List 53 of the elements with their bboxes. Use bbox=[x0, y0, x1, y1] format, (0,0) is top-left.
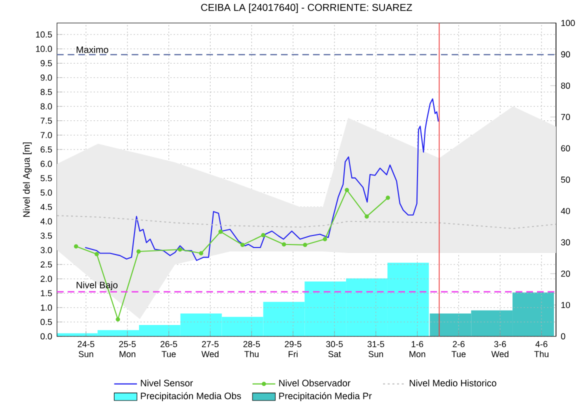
x-tick-label: 31-5 Sun bbox=[368, 341, 384, 358]
y-tick-label: 0.5 bbox=[40, 318, 52, 326]
x-tick-label: 1-6 Mon bbox=[410, 341, 426, 358]
legend-label: Precipitación Media Obs bbox=[140, 392, 241, 402]
legend-label: Nivel Sensor bbox=[140, 380, 193, 386]
y-tick-label: 2.5 bbox=[40, 261, 52, 268]
y-tick-label: 5.0 bbox=[40, 190, 52, 196]
x-tick-label: 3-6 Wed bbox=[491, 341, 508, 358]
y-tick-label: 0.0 bbox=[40, 333, 52, 340]
y-tick-label: 6.0 bbox=[40, 160, 52, 167]
legend-label: Nivel Medio Historico bbox=[410, 380, 496, 386]
x-tick-label: 27-5 Wed bbox=[201, 341, 219, 358]
y-tick-label: 2.0 bbox=[40, 276, 52, 282]
y-tick-label: 4.5 bbox=[40, 204, 52, 210]
y-tick-label: 9.5 bbox=[40, 60, 52, 66]
y-tick-label: 3.5 bbox=[40, 232, 52, 239]
x-tick-label: 4-6 Thu bbox=[534, 341, 548, 358]
y-tick-label: 7.0 bbox=[40, 132, 52, 138]
y2-tick-label: 90 bbox=[561, 51, 570, 58]
x-tick-label: 24-5 Sun bbox=[78, 341, 94, 358]
x-tick-label: 30-5 Sat bbox=[326, 341, 343, 358]
y-tick-label: 9.0 bbox=[40, 74, 52, 81]
y2-tick-label: 70 bbox=[561, 114, 570, 120]
y2-tick-label: 80 bbox=[561, 82, 570, 89]
y-axis-title: Nivel del Agua [m] bbox=[22, 142, 32, 217]
chart-title: CEIBA LA [24017640] - CORRIENTE: SUAREZ bbox=[201, 4, 412, 13]
y-tick-label: 1.5 bbox=[40, 290, 52, 296]
y2-tick-label: 40 bbox=[560, 208, 570, 214]
y2-tick-label: 30 bbox=[561, 239, 570, 246]
x-tick-label: 28-5 Thu bbox=[243, 341, 260, 358]
y2-tick-label: 100 bbox=[561, 20, 575, 26]
legend-label: Nivel Observador bbox=[279, 380, 350, 386]
x-tick-label: 2-6 Tue bbox=[452, 341, 466, 358]
y-tick-label: 8.0 bbox=[40, 103, 52, 110]
y2-tick-label: 50 bbox=[561, 176, 570, 183]
y-tick-label: 1.0 bbox=[40, 304, 52, 311]
y2-tick-label: 20 bbox=[561, 270, 570, 277]
ref-line-label: Maximo bbox=[76, 46, 108, 54]
y-tick-label: 10.0 bbox=[36, 46, 52, 52]
y-tick-label: 4.0 bbox=[40, 218, 52, 224]
y-tick-label: 8.5 bbox=[40, 88, 52, 96]
x-tick-label: 29-5 Fri bbox=[284, 341, 302, 358]
legend-label: Precipitación Media Pr bbox=[279, 392, 372, 402]
x-tick-label: 25-5 Mon bbox=[119, 341, 136, 358]
y2-tick-label: 0 bbox=[561, 333, 566, 340]
y-tick-label: 7.5 bbox=[40, 118, 52, 124]
y2-tick-label: 60 bbox=[561, 145, 570, 152]
x-tick-label: 26-5 Tue bbox=[160, 341, 178, 358]
y-tick-label: 3.0 bbox=[40, 247, 52, 254]
y-tick-label: 5.5 bbox=[40, 175, 52, 182]
y2-tick-label: 10 bbox=[561, 302, 570, 308]
y-tick-label: 10.5 bbox=[36, 31, 52, 38]
y-tick-label: 6.5 bbox=[40, 146, 52, 153]
